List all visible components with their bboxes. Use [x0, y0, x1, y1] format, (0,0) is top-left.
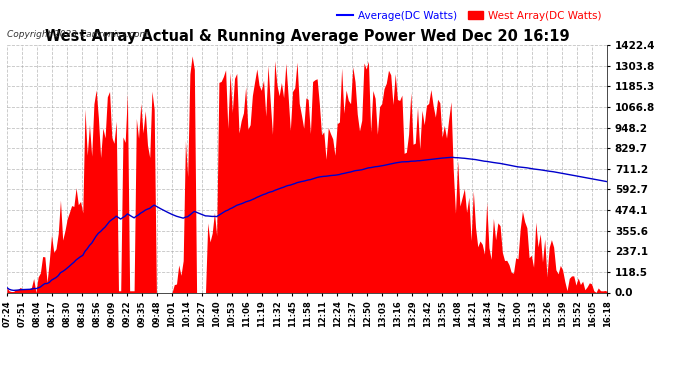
Text: Copyright 2023 Cartronics.com: Copyright 2023 Cartronics.com — [7, 30, 148, 39]
Title: West Array Actual & Running Average Power Wed Dec 20 16:19: West Array Actual & Running Average Powe… — [45, 29, 569, 44]
Legend: Average(DC Watts), West Array(DC Watts): Average(DC Watts), West Array(DC Watts) — [337, 10, 602, 21]
